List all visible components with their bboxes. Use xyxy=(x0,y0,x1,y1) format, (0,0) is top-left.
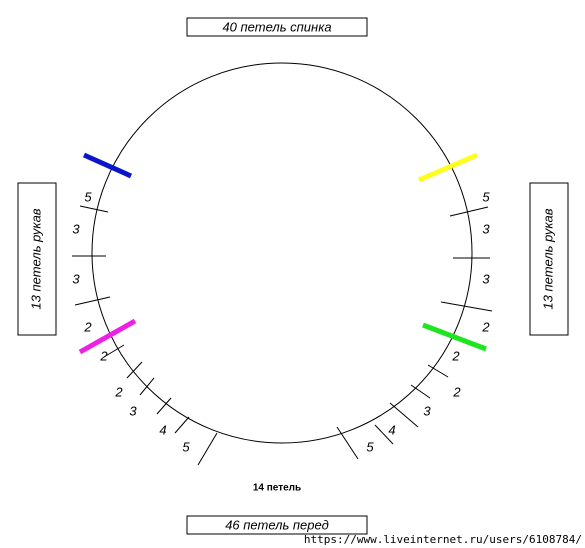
tick xyxy=(126,361,143,379)
count: 5 xyxy=(366,439,374,454)
tick xyxy=(336,426,359,460)
bottom-count: 14 петель xyxy=(253,483,301,494)
bottom-label: 46 петель перед xyxy=(225,517,329,532)
count: 3 xyxy=(72,271,80,286)
tick xyxy=(427,364,449,378)
tick xyxy=(197,432,218,466)
top-box xyxy=(186,17,368,37)
raglan-circle xyxy=(91,62,473,444)
count: 2 xyxy=(481,319,490,334)
top-label: 40 петель спинка xyxy=(222,19,331,34)
count: 2 xyxy=(114,384,123,399)
right-box xyxy=(529,182,569,336)
count: 5 xyxy=(482,189,490,204)
tick xyxy=(103,344,125,358)
left-numbers: 5 3 3 2 2 2 3 4 5 xyxy=(72,189,190,454)
count: 5 xyxy=(182,439,190,454)
right-label: 13 петель рукав xyxy=(540,208,555,309)
count: 3 xyxy=(482,221,490,236)
tick xyxy=(156,397,172,415)
count: 3 xyxy=(72,221,80,236)
count: 4 xyxy=(159,422,166,437)
count: 2 xyxy=(99,348,108,363)
bottom-box xyxy=(186,515,368,535)
blue-marker xyxy=(82,152,133,179)
count: 3 xyxy=(482,271,490,286)
tick xyxy=(174,416,190,434)
count: 2 xyxy=(83,319,92,334)
right-numbers: 5 3 3 2 2 2 3 4 5 xyxy=(366,189,490,454)
tick xyxy=(440,301,493,312)
tick xyxy=(449,206,489,217)
tick xyxy=(139,377,155,396)
count: 3 xyxy=(129,403,137,418)
count: 2 xyxy=(452,384,461,399)
ticks xyxy=(72,205,493,466)
left-box xyxy=(17,182,57,336)
green-marker xyxy=(422,322,487,352)
count: 3 xyxy=(423,403,431,418)
tick xyxy=(389,402,419,428)
tick xyxy=(410,384,431,399)
tick xyxy=(79,205,109,213)
watermark-url: https://www.liveinternet.ru/users/610878… xyxy=(304,533,582,546)
count: 4 xyxy=(388,422,395,437)
count: 2 xyxy=(451,348,460,363)
tick xyxy=(374,424,394,445)
yellow-marker xyxy=(418,152,478,183)
left-label: 13 петель рукав xyxy=(28,208,43,309)
tick xyxy=(74,296,111,306)
magenta-marker xyxy=(78,318,137,355)
count: 5 xyxy=(84,189,92,204)
